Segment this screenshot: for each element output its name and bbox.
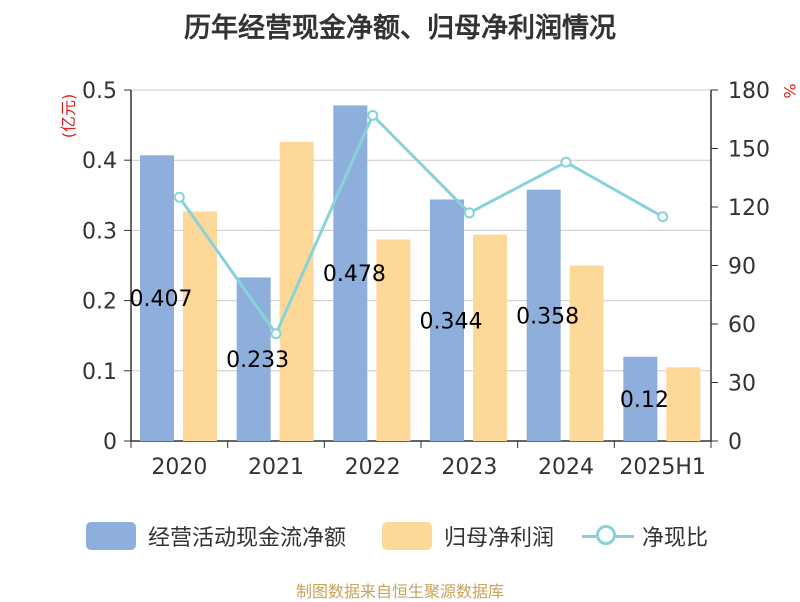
x-tick-label: 2022 <box>345 455 401 480</box>
x-tick-label: 2025H1 <box>619 455 706 480</box>
bar-net-profit <box>183 211 217 441</box>
x-tick-label: 2023 <box>441 455 497 480</box>
point-ratio <box>657 211 669 223</box>
y-left-tick-label: 0.4 <box>82 149 117 174</box>
point-ratio <box>367 109 379 121</box>
bar-operating-cf <box>140 155 174 441</box>
y-left-axis-label: (亿元) <box>59 94 78 139</box>
legend-item-ratio[interactable]: 净现比 <box>582 516 708 556</box>
data-label-operating-cf: 0.478 <box>323 262 386 287</box>
y-left-tick-label: 0.1 <box>82 360 117 385</box>
bar-operating-cf <box>623 356 658 441</box>
bar-net-profit <box>376 239 411 441</box>
y-left-tick-label: 0 <box>103 430 117 455</box>
y-right-tick-label: 30 <box>728 372 756 397</box>
bar-operating-cf <box>333 105 368 441</box>
y-right-axis-label: % <box>780 83 799 98</box>
x-tick-label: 2024 <box>538 455 594 480</box>
legend-swatch-ratio <box>582 522 634 550</box>
bar-net-profit <box>569 265 604 441</box>
y-left-tick-label: 0.5 <box>82 79 117 104</box>
bar-net-profit <box>279 141 314 441</box>
source-note: 制图数据来自恒生聚源数据库 <box>295 582 504 601</box>
legend-item-operating-cf[interactable]: 经营活动现金流净额 <box>86 516 346 556</box>
chart-title: 历年经营现金净额、归母净利润情况 <box>184 13 616 44</box>
y-right-tick-label: 150 <box>728 138 770 163</box>
data-label-operating-cf: 0.12 <box>620 388 669 413</box>
line-ratio <box>178 112 664 337</box>
point-ratio <box>560 156 572 168</box>
y-right-tick-label: 60 <box>728 313 756 338</box>
data-label-operating-cf: 0.344 <box>420 309 483 334</box>
y-left-tick-label: 0.2 <box>82 290 117 315</box>
legend-label-net-profit: 归母净利润 <box>444 526 555 551</box>
y-right-tick-label: 180 <box>728 79 770 104</box>
legend: 经营活动现金流净额 归母净利润 净现比 <box>0 516 800 556</box>
y-right-tick-label: 120 <box>728 196 770 221</box>
bar-net-profit <box>473 234 507 441</box>
legend-label-operating-cf: 经营活动现金流净额 <box>148 526 347 551</box>
legend-swatch-operating-cf <box>86 522 136 550</box>
point-ratio <box>270 328 282 340</box>
point-ratio <box>173 191 185 203</box>
legend-label-ratio: 净现比 <box>642 526 709 551</box>
y-right-tick-label: 90 <box>728 255 756 280</box>
data-label-operating-cf: 0.233 <box>226 348 289 373</box>
x-tick-label: 2021 <box>248 455 304 480</box>
legend-swatch-net-profit <box>382 522 432 550</box>
data-label-operating-cf: 0.407 <box>130 287 193 312</box>
point-ratio <box>463 207 475 219</box>
x-tick-label: 2020 <box>151 455 207 480</box>
bar-operating-cf <box>430 199 464 441</box>
bar-operating-cf <box>526 189 561 441</box>
data-label-operating-cf: 0.358 <box>516 304 579 329</box>
bar-net-profit <box>666 367 701 441</box>
y-left-tick-label: 0.3 <box>82 219 117 244</box>
y-right-tick-label: 0 <box>728 430 742 455</box>
legend-item-net-profit[interactable]: 归母净利润 <box>382 516 554 556</box>
